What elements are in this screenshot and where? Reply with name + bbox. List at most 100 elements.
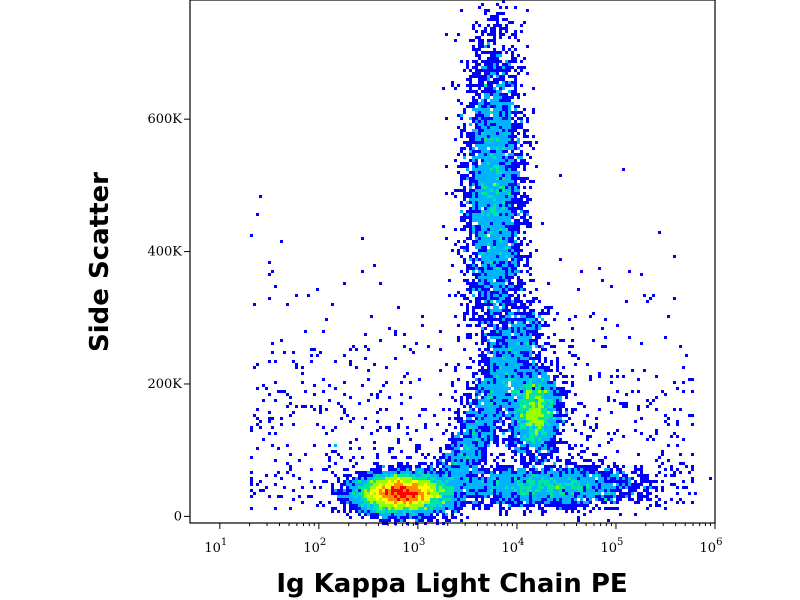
density-cell: [412, 489, 415, 492]
density-cell: [523, 372, 526, 375]
density-cell: [478, 423, 481, 426]
density-cell: [517, 279, 520, 282]
density-cell: [523, 204, 526, 207]
density-cell: [481, 180, 484, 183]
density-cell: [319, 411, 322, 414]
density-cell: [442, 453, 445, 456]
density-cell: [496, 324, 499, 327]
density-cell: [478, 201, 481, 204]
density-cell: [478, 438, 481, 441]
density-cell: [538, 354, 541, 357]
density-cell: [508, 159, 511, 162]
density-cell: [520, 420, 523, 423]
density-cell: [478, 315, 481, 318]
density-cell: [469, 180, 472, 183]
density-cell: [292, 360, 295, 363]
density-cell: [577, 510, 580, 513]
density-cell: [430, 501, 433, 504]
density-cell: [493, 39, 496, 42]
density-cell: [421, 480, 424, 483]
density-cell: [502, 96, 505, 99]
density-cell: [520, 282, 523, 285]
density-cell: [520, 30, 523, 33]
density-cell: [487, 411, 490, 414]
density-cell: [622, 375, 625, 378]
density-cell: [388, 498, 391, 501]
density-cell: [472, 312, 475, 315]
density-cell: [499, 87, 502, 90]
density-cell: [472, 213, 475, 216]
density-cell: [541, 324, 544, 327]
density-cell: [370, 480, 373, 483]
density-cell: [475, 132, 478, 135]
density-cell: [514, 207, 517, 210]
density-cell: [334, 426, 337, 429]
density-cell: [388, 480, 391, 483]
density-cell: [508, 285, 511, 288]
density-cell: [508, 105, 511, 108]
density-cell: [490, 267, 493, 270]
density-cell: [496, 204, 499, 207]
density-cell: [484, 150, 487, 153]
density-cell: [379, 483, 382, 486]
density-cell: [418, 507, 421, 510]
density-cell: [478, 126, 481, 129]
density-cell: [406, 471, 409, 474]
density-cell: [490, 420, 493, 423]
density-cell: [487, 282, 490, 285]
density-cell: [556, 369, 559, 372]
density-cell: [451, 384, 454, 387]
density-cell: [535, 393, 538, 396]
density-cell: [496, 207, 499, 210]
density-cell: [517, 54, 520, 57]
density-cell: [379, 390, 382, 393]
density-cell: [496, 198, 499, 201]
density-cell: [367, 513, 370, 516]
density-cell: [472, 387, 475, 390]
density-cell: [592, 483, 595, 486]
density-cell: [250, 489, 253, 492]
density-cell: [415, 498, 418, 501]
density-cell: [418, 486, 421, 489]
density-cell: [484, 327, 487, 330]
density-cell: [484, 438, 487, 441]
density-cell: [457, 489, 460, 492]
density-cell: [487, 174, 490, 177]
density-cell: [514, 219, 517, 222]
density-cell: [514, 471, 517, 474]
density-cell: [328, 456, 331, 459]
density-cell: [505, 129, 508, 132]
density-cell: [496, 78, 499, 81]
density-cell: [355, 483, 358, 486]
density-cell: [439, 504, 442, 507]
density-cell: [484, 135, 487, 138]
density-cell: [589, 480, 592, 483]
density-cell: [478, 492, 481, 495]
density-cell: [376, 486, 379, 489]
density-cell: [481, 45, 484, 48]
density-cell: [475, 486, 478, 489]
density-cell: [484, 348, 487, 351]
density-cell: [670, 483, 673, 486]
density-cell: [454, 87, 457, 90]
density-cell: [460, 495, 463, 498]
density-cell: [505, 438, 508, 441]
density-cell: [469, 81, 472, 84]
density-cell: [385, 507, 388, 510]
density-cell: [469, 459, 472, 462]
density-cell: [487, 369, 490, 372]
density-cell: [682, 480, 685, 483]
density-cell: [517, 336, 520, 339]
density-cell: [445, 477, 448, 480]
density-cell: [508, 66, 511, 69]
density-cell: [427, 501, 430, 504]
density-cell: [481, 441, 484, 444]
density-cell: [412, 513, 415, 516]
density-cell: [469, 192, 472, 195]
density-cell: [406, 486, 409, 489]
density-cell: [520, 462, 523, 465]
density-cell: [484, 504, 487, 507]
density-cell: [499, 54, 502, 57]
density-cell: [502, 468, 505, 471]
density-cell: [586, 414, 589, 417]
